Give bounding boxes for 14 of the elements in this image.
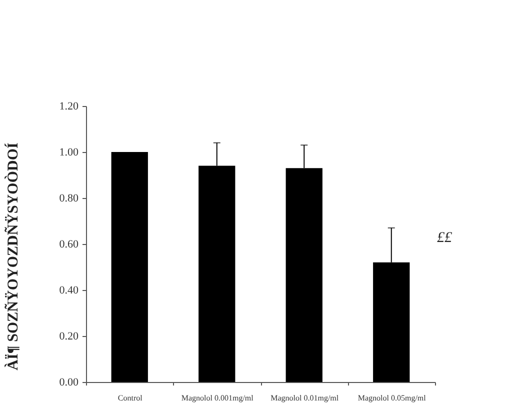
y-tick-label: 1.20 bbox=[59, 100, 79, 112]
y-axis-title: ÀÏ¶ SOZÑŸOYOZDÑŸSYOÒDOÍ bbox=[4, 142, 22, 370]
y-tick-label: 0.00 bbox=[59, 376, 79, 388]
text: ££ bbox=[437, 230, 452, 246]
x-tick-label: Magnolol 0.01mg/ml bbox=[270, 394, 340, 402]
y-tick-label: 0.60 bbox=[59, 238, 79, 250]
y-tick-label: 0.80 bbox=[59, 192, 79, 204]
y-tick-label: 0.20 bbox=[59, 330, 79, 342]
bar bbox=[111, 152, 148, 382]
x-tick-label: Magnolol 0.001mg/ml bbox=[181, 394, 254, 402]
y-tick-label: 0.40 bbox=[59, 284, 79, 296]
y-tick-label: 1.00 bbox=[59, 146, 79, 158]
x-tick-label: Magnolol 0.05mg/ml bbox=[358, 394, 427, 402]
x-tick-label: Control bbox=[118, 394, 144, 402]
